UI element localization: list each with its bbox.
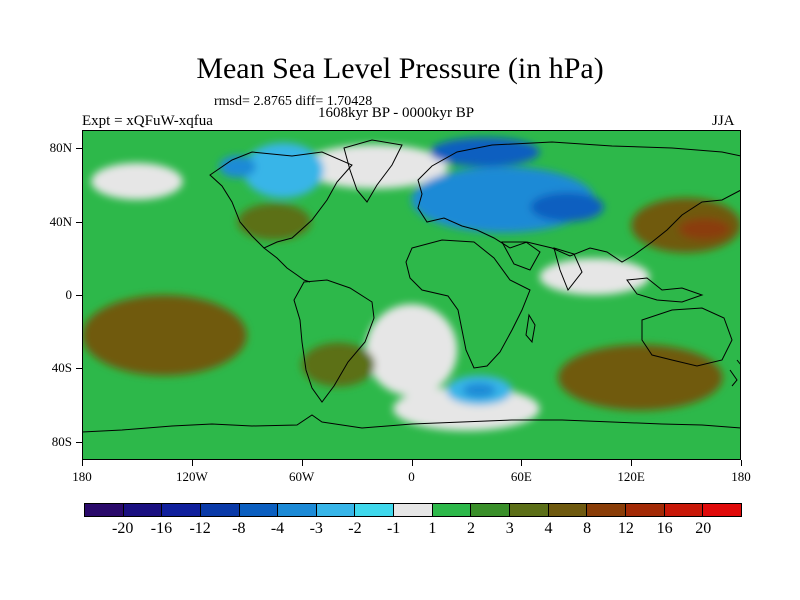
colorbar-level-label: -16 xyxy=(150,520,173,537)
coastline-south-america xyxy=(293,279,375,403)
anomaly-north-pacific-core-high xyxy=(678,218,731,240)
colorbar-segment xyxy=(703,504,741,516)
period-label: 1608kyr BP - 0000kyr BP xyxy=(318,105,475,121)
colorbar-segment xyxy=(278,504,317,516)
lat-tick xyxy=(76,441,82,443)
colorbar-level-label: -8 xyxy=(232,520,246,537)
lon-tick xyxy=(82,460,83,466)
colorbar-segment xyxy=(200,504,240,516)
coastline-north-america xyxy=(209,151,353,249)
colorbar-level-label: 4 xyxy=(544,520,553,537)
colorbar-segment xyxy=(316,504,356,516)
colorbar-segment xyxy=(123,504,163,516)
colorbar-segment xyxy=(510,504,549,516)
colorbar xyxy=(84,503,742,517)
colorbar-level-label: -20 xyxy=(112,520,134,537)
colorbar-level-label: 20 xyxy=(695,520,712,537)
anomaly-south-america-high xyxy=(301,342,375,387)
lon-tick xyxy=(191,460,193,466)
colorbar-level-label: -2 xyxy=(348,520,362,537)
anomaly-south-atlantic-core-low xyxy=(462,383,496,398)
lon-label: 180 xyxy=(731,469,751,484)
lon-label: 60E xyxy=(510,469,532,484)
anomaly-east-pacific-high xyxy=(82,295,247,376)
anomaly-central-asia-core-low xyxy=(530,192,604,222)
colorbar-segment xyxy=(432,504,472,516)
neutral-region-3 xyxy=(539,258,650,295)
plot-title: Mean Sea Level Pressure (in hPa) xyxy=(196,52,604,85)
lat-tick xyxy=(76,295,82,296)
colorbar-segment xyxy=(355,504,395,516)
lat-label: 40N xyxy=(49,213,72,229)
coastline-central-america xyxy=(263,247,311,283)
anomaly-scandinavia-core-low xyxy=(429,137,540,167)
lon-label: 60W xyxy=(289,469,315,484)
coastline-eurasia xyxy=(417,141,741,263)
colorbar-level-label: 12 xyxy=(617,520,634,537)
lat-label: 0 xyxy=(65,287,73,302)
coastline-madagascar xyxy=(525,313,536,344)
lat-tick xyxy=(76,148,82,150)
colorbar-level-label: 16 xyxy=(656,520,673,537)
colorbar-segment xyxy=(587,504,626,516)
colorbar-level-label: 8 xyxy=(583,520,592,537)
coastline-maritime-continent xyxy=(626,277,704,303)
neutral-region-0 xyxy=(301,144,449,189)
colorbar-level-label: -1 xyxy=(386,520,401,537)
lon-tick xyxy=(741,460,742,466)
colorbar-segment xyxy=(394,504,433,516)
coastline-antarctica xyxy=(82,414,741,433)
coastline-greenland xyxy=(343,139,403,203)
lat-label: 80S xyxy=(51,433,72,449)
map-frame xyxy=(82,130,741,460)
neutral-region-1 xyxy=(365,304,458,396)
colorbar-segment xyxy=(664,504,704,516)
anomaly-greenland-low xyxy=(243,142,324,198)
lon-label: 120E xyxy=(617,469,645,484)
lon-label: 0 xyxy=(408,469,415,484)
coastline-africa xyxy=(405,239,531,369)
season-label: JJA xyxy=(712,113,735,129)
neutral-region-4 xyxy=(91,163,183,200)
lat-label: 40S xyxy=(51,360,72,376)
colorbar-segment xyxy=(162,504,201,516)
anomaly-greenland-core-low xyxy=(219,155,256,178)
anomaly-north-atlantic-high xyxy=(237,203,311,240)
colorbar-segment xyxy=(239,504,279,516)
lat-tick xyxy=(76,221,82,223)
colorbar-segment xyxy=(85,504,124,516)
colorbar-level-label: 1 xyxy=(428,520,437,537)
lat-label: 80N xyxy=(49,140,72,156)
colorbar-level-label: -4 xyxy=(270,520,285,537)
lon-label: 120W xyxy=(175,469,208,484)
anomaly-south-indian-high xyxy=(557,344,723,411)
lon-tick xyxy=(301,460,303,466)
pressure-anomaly-map xyxy=(82,130,741,460)
lat-tick xyxy=(76,368,82,370)
colorbar-level-label: 2 xyxy=(467,520,476,537)
coastline-arabia xyxy=(501,241,541,271)
experiment-label: Expt = xQFuW-xqfua xyxy=(82,113,213,129)
colorbar-level-label: -12 xyxy=(189,520,211,537)
colorbar-segment xyxy=(625,504,665,516)
lon-label: 180 xyxy=(72,469,92,484)
lon-tick xyxy=(521,460,523,466)
colorbar-segment xyxy=(548,504,588,516)
lon-tick xyxy=(411,460,413,466)
coastline-india xyxy=(553,247,583,291)
coastline-australia xyxy=(641,307,733,367)
stats-label: rmsd= 2.8765 diff= 1.70428 xyxy=(214,94,373,109)
colorbar-level-label: -3 xyxy=(309,520,323,537)
colorbar-segment xyxy=(471,504,511,516)
colorbar-level-label: 3 xyxy=(505,520,514,537)
lon-tick xyxy=(631,460,633,466)
